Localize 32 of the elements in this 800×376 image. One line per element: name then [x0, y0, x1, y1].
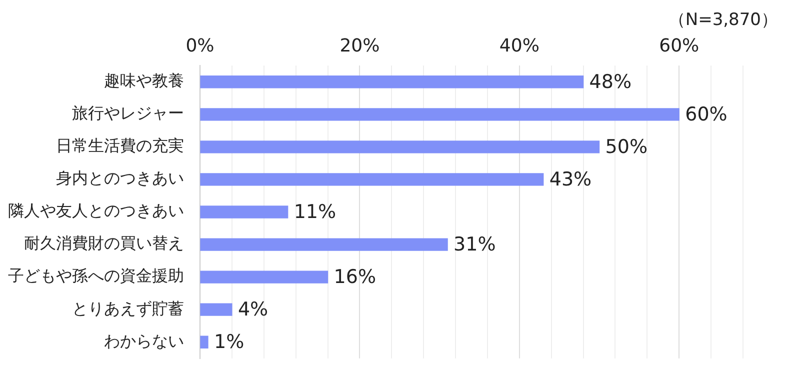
- x-tick-label: 0%: [186, 35, 214, 56]
- data-label: 11%: [294, 200, 336, 223]
- bar: [200, 238, 448, 251]
- y-tick-label: 旅行やレジャー: [72, 104, 184, 123]
- data-label: 31%: [454, 233, 496, 256]
- data-label: 43%: [549, 168, 592, 190]
- data-label: 16%: [334, 266, 376, 288]
- text: （N=3,870）: [668, 9, 778, 31]
- bar: [200, 270, 328, 284]
- bar: [200, 336, 208, 348]
- bar: [200, 140, 600, 154]
- y-tick-label: 日常生活費の充実: [56, 136, 184, 156]
- data-label: 60%: [685, 103, 728, 126]
- x-tick-label: 60%: [659, 35, 700, 56]
- y-tick-label: 趣味や教養: [104, 71, 184, 90]
- data-label: 1%: [214, 331, 244, 354]
- y-tick-label: とりあえず貯蓄: [72, 298, 184, 318]
- bar: [200, 108, 680, 121]
- y-tick-label: 耐久消費財の買い替え: [24, 234, 184, 253]
- x-tick-label: 40%: [499, 35, 540, 56]
- bar: [200, 76, 584, 88]
- bar: [200, 206, 288, 218]
- y-tick-label: 子どもや孫への資金援助: [8, 266, 184, 286]
- x-tick-label: 20%: [340, 35, 380, 56]
- data-label: 48%: [589, 70, 632, 93]
- bar: [200, 303, 232, 316]
- bar: [200, 173, 544, 186]
- y-tick-label: わからない: [104, 331, 184, 350]
- y-tick-label: 隣人や友人とのつきあい: [8, 201, 184, 220]
- data-label: 50%: [605, 136, 648, 158]
- y-tick-label: 身内とのつきあい: [56, 168, 184, 188]
- data-label: 4%: [238, 298, 268, 321]
